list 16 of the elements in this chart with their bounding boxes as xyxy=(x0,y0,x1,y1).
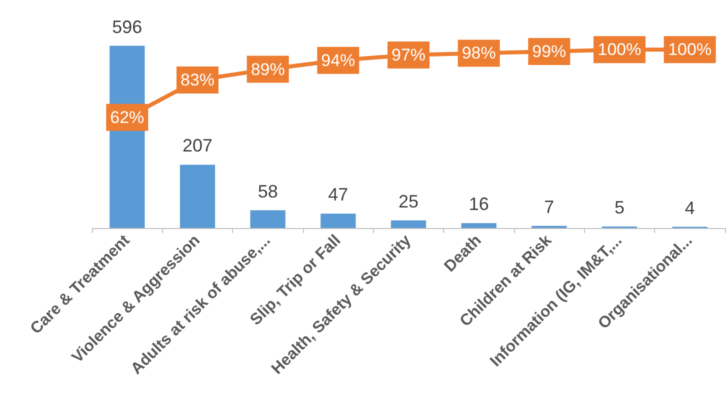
data-label: 207 xyxy=(182,136,213,156)
bar xyxy=(180,164,216,228)
bar xyxy=(390,220,426,228)
data-label: 596 xyxy=(112,16,142,37)
data-label: 5 xyxy=(614,197,625,218)
data-label: 7 xyxy=(544,196,554,217)
data-label: 4 xyxy=(684,198,695,218)
data-label: 25 xyxy=(398,191,419,212)
bar xyxy=(320,214,356,228)
data-label: 100% xyxy=(598,40,642,60)
data-label: 100% xyxy=(668,40,712,60)
bar xyxy=(461,223,496,228)
bar xyxy=(250,210,286,228)
data-label: 58 xyxy=(258,181,278,202)
data-label: 47 xyxy=(328,184,348,205)
data-label: 16 xyxy=(468,194,489,214)
